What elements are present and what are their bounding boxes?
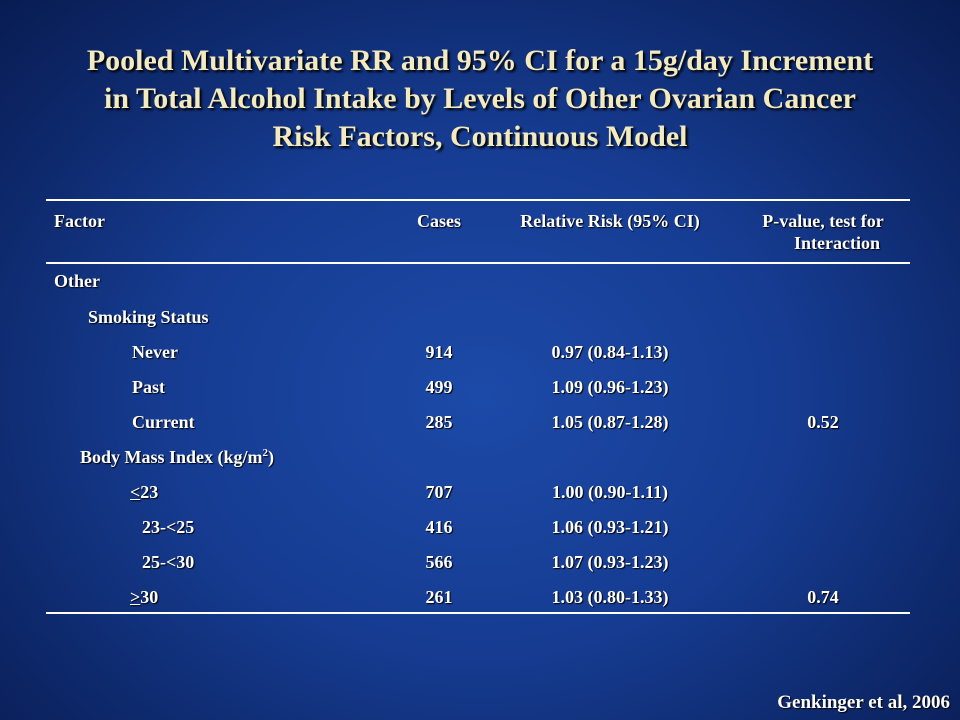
row-label: Never	[132, 342, 178, 362]
row-label: Past	[132, 377, 165, 397]
section-bmi: Body Mass Index (kg/m2)	[80, 446, 274, 468]
row-relative-risk: 1.00 (0.90-1.11)	[552, 482, 668, 502]
table-top-rule	[46, 199, 910, 201]
header-cases: Cases	[417, 211, 461, 231]
row-label: <23	[130, 481, 158, 503]
row-label: Current	[132, 412, 195, 432]
row-relative-risk: 1.07 (0.93-1.23)	[551, 552, 669, 572]
row-cases: 285	[425, 412, 453, 432]
row-relative-risk: 1.03 (0.80-1.33)	[551, 587, 669, 607]
row-label: >30	[130, 586, 158, 608]
row-label-symbol: <	[130, 482, 141, 502]
header-pvalue: P-value, test for Interaction	[740, 210, 906, 254]
bmi-label: Body Mass Index (kg/m	[80, 447, 263, 467]
row-label: 25-<30	[142, 551, 194, 573]
row-cases: 707	[425, 482, 453, 502]
row-relative-risk: 1.09 (0.96-1.23)	[551, 377, 669, 397]
row-cases: 914	[425, 342, 453, 362]
table-header-rule	[46, 262, 910, 264]
row-cases: 499	[425, 377, 453, 397]
title-line-3: Risk Factors, Continuous Model	[272, 120, 688, 153]
table-bottom-rule	[46, 612, 910, 614]
row-label-value: 30	[140, 587, 159, 607]
row-label-value: 23-<25	[142, 517, 195, 537]
row-label-symbol: >	[130, 587, 141, 607]
row-label-value: 25-<30	[142, 552, 195, 572]
header-relative-risk: Relative Risk (95% CI)	[520, 211, 700, 231]
row-label-value: 23	[140, 482, 159, 502]
row-cases: 416	[425, 517, 453, 537]
header-pvalue-line-1: P-value, test for	[762, 211, 884, 231]
row-relative-risk: 0.97 (0.84-1.13)	[551, 342, 669, 362]
row-cases: 566	[425, 552, 453, 572]
bmi-superscript: 2	[262, 447, 269, 459]
row-pvalue: 0.74	[807, 587, 839, 607]
header-pvalue-line-2: Interaction	[794, 233, 880, 253]
slide-title: Pooled Multivariate RR and 95% CI for a …	[40, 42, 920, 156]
citation: Genkinger et al, 2006	[777, 692, 950, 713]
row-cases: 261	[425, 587, 453, 607]
section-other: Other	[54, 271, 100, 291]
title-line-1: Pooled Multivariate RR and 95% CI for a …	[86, 44, 874, 77]
row-label: 23-<25	[142, 516, 194, 538]
header-factor: Factor	[54, 211, 105, 231]
row-relative-risk: 1.05 (0.87-1.28)	[551, 412, 669, 432]
row-relative-risk: 1.06 (0.93-1.21)	[551, 517, 669, 537]
section-smoking-status: Smoking Status	[88, 307, 209, 327]
row-pvalue: 0.52	[807, 412, 839, 432]
title-line-2: in Total Alcohol Intake by Levels of Oth…	[104, 82, 856, 115]
bmi-close: )	[268, 447, 275, 467]
